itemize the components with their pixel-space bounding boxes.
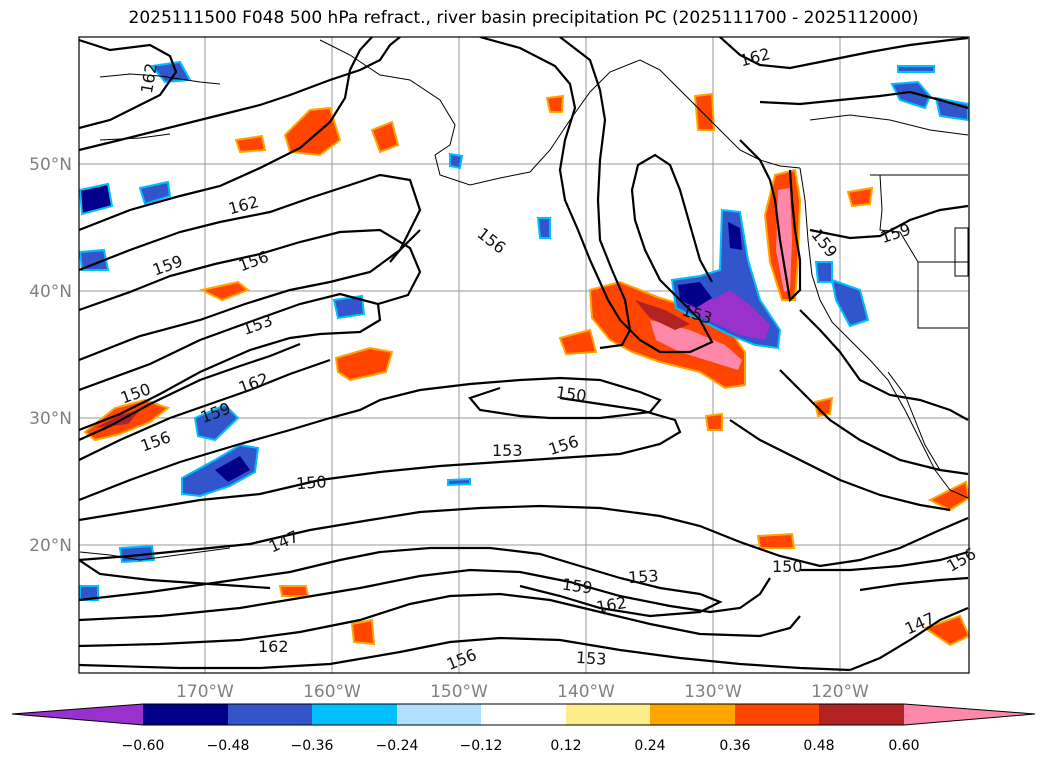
colorbar-tick-label: −0.48 bbox=[207, 738, 250, 754]
colorbar-swatch bbox=[12, 704, 143, 725]
colorbar-swatch bbox=[904, 704, 1035, 725]
longitude-labels: 170°W 160°W 150°W 140°W 130°W 120°W bbox=[176, 682, 869, 702]
colorbar-tick-label: −0.12 bbox=[460, 738, 503, 754]
colorbar-swatch bbox=[650, 704, 735, 725]
contour-label: 153 bbox=[627, 566, 659, 587]
colorbar-tick-label: 0.24 bbox=[634, 738, 665, 754]
shaded-anomalies bbox=[79, 60, 969, 647]
figure-title: 2025111500 F048 500 hPa refract., river … bbox=[128, 8, 919, 28]
colorbar-tick-label: 0.36 bbox=[719, 738, 750, 754]
colorbar-tick-label: 0.60 bbox=[888, 738, 919, 754]
contour-label: 162 bbox=[258, 637, 289, 656]
map-frame bbox=[78, 36, 970, 674]
colorbar-swatch bbox=[819, 704, 904, 725]
colorbar-tick-label: −0.36 bbox=[291, 738, 334, 754]
lat-label-30n: 30°N bbox=[29, 409, 72, 429]
lat-label-50n: 50°N bbox=[29, 155, 72, 175]
lon-label-160w: 160°W bbox=[303, 682, 361, 702]
latitude-labels: 50°N 40°N 30°N 20°N bbox=[29, 155, 72, 556]
map-panel bbox=[79, 37, 969, 673]
colorbar-tick-label: 0.48 bbox=[803, 738, 834, 754]
contour-label: 150 bbox=[295, 472, 327, 493]
colorbar-swatch bbox=[735, 704, 819, 725]
lon-label-120w: 120°W bbox=[811, 682, 869, 702]
colorbar-tick-label: 0.12 bbox=[550, 738, 581, 754]
contour-label: 153 bbox=[492, 441, 523, 460]
lat-label-20n: 20°N bbox=[29, 536, 72, 556]
colorbar-swatch bbox=[566, 704, 650, 725]
colorbar-swatch bbox=[312, 704, 397, 725]
lat-label-40n: 40°N bbox=[29, 282, 72, 302]
contour-label: 150 bbox=[772, 557, 803, 576]
contour-label: 153 bbox=[575, 648, 607, 669]
contour-label: 159 bbox=[561, 575, 594, 598]
colorbar-swatch bbox=[228, 704, 312, 725]
coastlines bbox=[79, 39, 969, 561]
colorbar-swatch bbox=[143, 704, 228, 725]
colorbar-swatch bbox=[397, 704, 481, 725]
lon-label-140w: 140°W bbox=[557, 682, 615, 702]
colorbar-swatch bbox=[481, 704, 566, 725]
colorbar-tick-label: −0.60 bbox=[122, 738, 165, 754]
colorbar-tick-label: −0.24 bbox=[376, 738, 419, 754]
colorbar: −0.60 −0.48 −0.36 −0.24 −0.12 0.12 0.24 … bbox=[11, 703, 1036, 754]
height-contours bbox=[79, 37, 969, 672]
lon-label-170w: 170°W bbox=[176, 682, 234, 702]
contour-label: 150 bbox=[555, 383, 588, 406]
lon-label-130w: 130°W bbox=[684, 682, 742, 702]
colorbar-outline bbox=[11, 703, 1036, 726]
lon-label-150w: 150°W bbox=[430, 682, 488, 702]
